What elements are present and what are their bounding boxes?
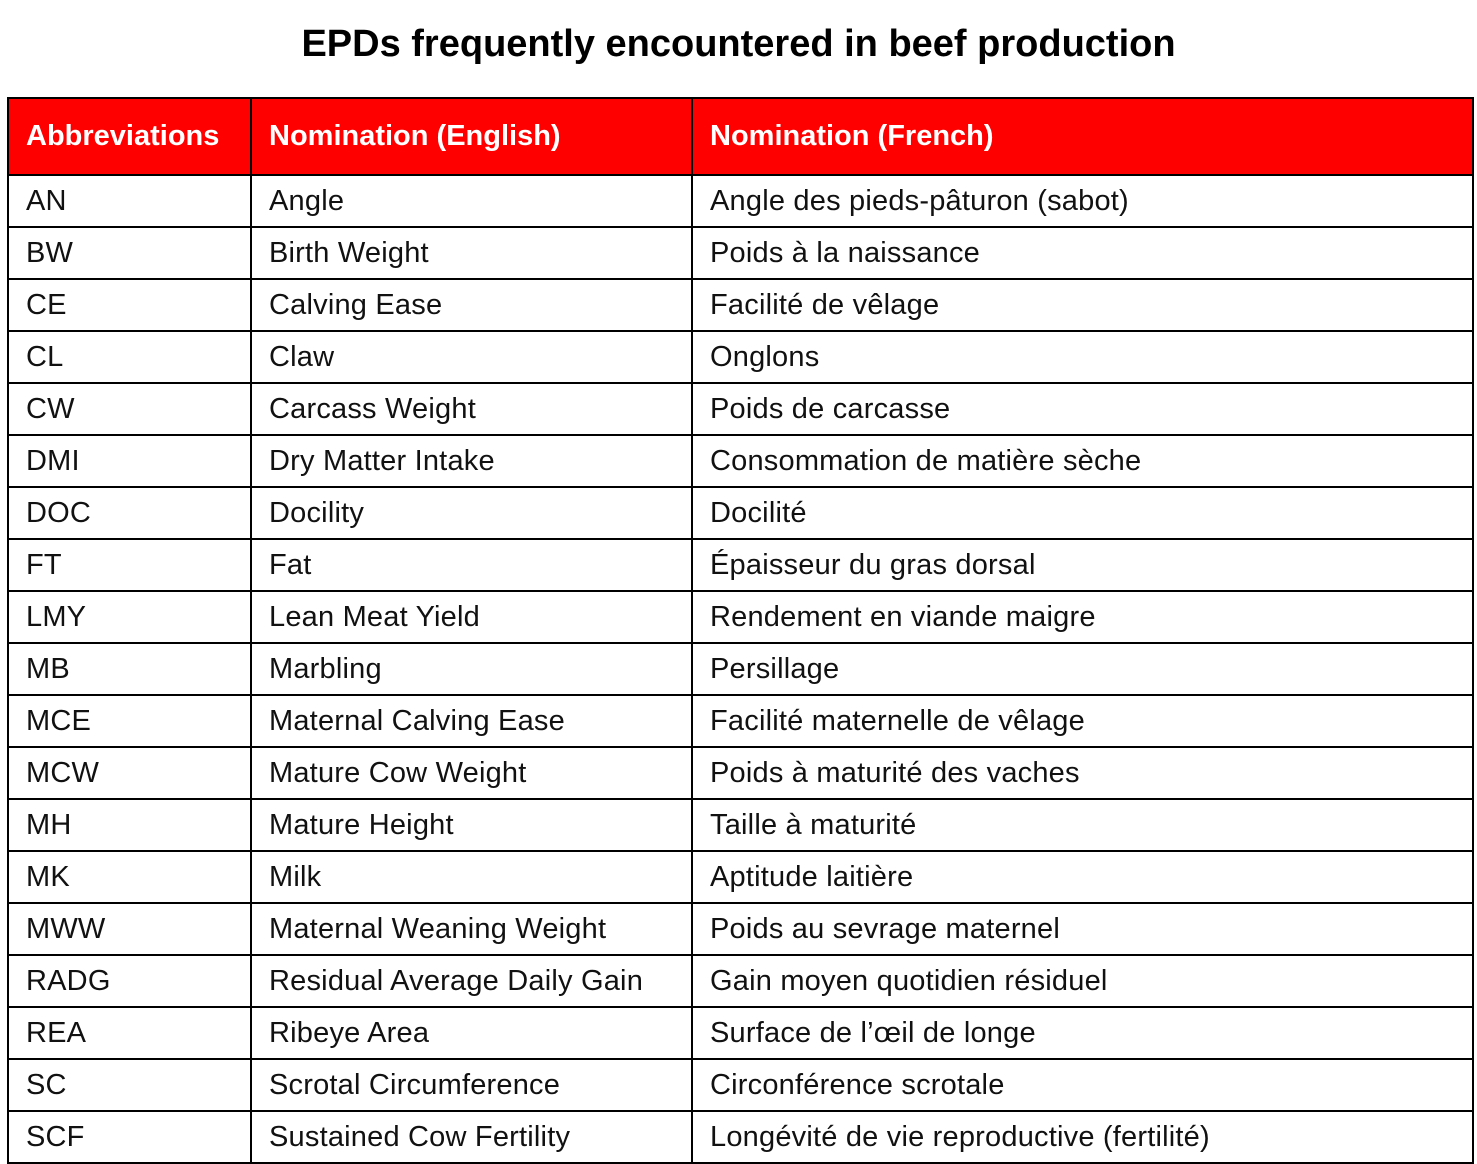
cell-english: Mature Cow Weight (250, 746, 693, 800)
cell-english: Sustained Cow Fertility (250, 1110, 693, 1164)
cell-english: Docility (250, 486, 693, 540)
cell-abbreviation: MCW (7, 746, 252, 800)
cell-abbreviation: DMI (7, 434, 252, 488)
cell-english: Fat (250, 538, 693, 592)
cell-french: Longévité de vie reproductive (fertilité… (691, 1110, 1474, 1164)
table-row: CL Claw Onglons (7, 330, 1474, 384)
cell-french: Rendement en viande maigre (691, 590, 1474, 644)
table-row: SC Scrotal Circumference Circonférence scr… (7, 1058, 1474, 1112)
header-nomination-english: Nomination (English) (250, 97, 693, 176)
cell-abbreviation: LMY (7, 590, 252, 644)
cell-english: Calving Ease (250, 278, 693, 332)
table-row: SCF Sustained Cow Fertility Longévité de v… (7, 1110, 1474, 1164)
cell-french: Poids à la naissance (691, 226, 1474, 280)
cell-english: Angle (250, 174, 693, 228)
epd-table: Abbreviations Nomination (English) Nomin… (7, 97, 1474, 1164)
cell-english: Lean Meat Yield (250, 590, 693, 644)
cell-abbreviation: AN (7, 174, 252, 228)
cell-french: Facilité maternelle de vêlage (691, 694, 1474, 748)
cell-english: Scrotal Circumference (250, 1058, 693, 1112)
cell-french: Facilité de vêlage (691, 278, 1474, 332)
header-nomination-french: Nomination (French) (691, 97, 1474, 176)
cell-abbreviation: RADG (7, 954, 252, 1008)
cell-abbreviation: BW (7, 226, 252, 280)
page-title: EPDs frequently encountered in beef prod… (301, 23, 1176, 65)
table-row: FT Fat Épaisseur du gras dorsal (7, 538, 1474, 592)
table-row: MH Mature Height Taille à maturité (7, 798, 1474, 852)
table-body: AN Angle Angle des pieds-pâturon (sabot) BW… (7, 174, 1474, 1164)
cell-english: Birth Weight (250, 226, 693, 280)
cell-english: Claw (250, 330, 693, 384)
cell-french: Taille à maturité (691, 798, 1474, 852)
header-abbreviations: Abbreviations (7, 97, 252, 176)
table-row: CE Calving Ease Facilité de vêlage (7, 278, 1474, 332)
cell-abbreviation: SC (7, 1058, 252, 1112)
cell-abbreviation: DOC (7, 486, 252, 540)
cell-french: Onglons (691, 330, 1474, 384)
cell-abbreviation: MH (7, 798, 252, 852)
cell-french: Poids de carcasse (691, 382, 1474, 436)
cell-french: Poids à maturité des vaches (691, 746, 1474, 800)
header-row: Abbreviations Nomination (English) Nomin… (7, 97, 1474, 176)
cell-english: Maternal Calving Ease (250, 694, 693, 748)
cell-english: Carcass Weight (250, 382, 693, 436)
cell-english: Maternal Weaning Weight (250, 902, 693, 956)
cell-english: Residual Average Daily Gain (250, 954, 693, 1008)
cell-french: Angle des pieds-pâturon (sabot) (691, 174, 1474, 228)
table-row: BW Birth Weight Poids à la naissance (7, 226, 1474, 280)
table-row: CW Carcass Weight Poids de carcasse (7, 382, 1474, 436)
table-row: MCE Maternal Calving Ease Facilité materne… (7, 694, 1474, 748)
cell-french: Surface de l’œil de longe (691, 1006, 1474, 1060)
cell-abbreviation: SCF (7, 1110, 252, 1164)
cell-abbreviation: MK (7, 850, 252, 904)
cell-french: Aptitude laitière (691, 850, 1474, 904)
table-row: MWW Maternal Weaning Weight Poids au sevra… (7, 902, 1474, 956)
cell-abbreviation: CL (7, 330, 252, 384)
table-row: MB Marbling Persillage (7, 642, 1474, 696)
table-row: MK Milk Aptitude laitière (7, 850, 1474, 904)
cell-english: Mature Height (250, 798, 693, 852)
table-row: DMI Dry Matter Intake Consommation de mati… (7, 434, 1474, 488)
cell-abbreviation: MB (7, 642, 252, 696)
cell-french: Circonférence scrotale (691, 1058, 1474, 1112)
cell-abbreviation: MWW (7, 902, 252, 956)
cell-english: Marbling (250, 642, 693, 696)
table-row: LMY Lean Meat Yield Rendement en viande ma… (7, 590, 1474, 644)
table-row: MCW Mature Cow Weight Poids à maturité des… (7, 746, 1474, 800)
cell-abbreviation: FT (7, 538, 252, 592)
cell-english: Ribeye Area (250, 1006, 693, 1060)
table-header: Abbreviations Nomination (English) Nomin… (7, 97, 1474, 176)
cell-english: Dry Matter Intake (250, 434, 693, 488)
cell-abbreviation: MCE (7, 694, 252, 748)
cell-abbreviation: CW (7, 382, 252, 436)
cell-english: Milk (250, 850, 693, 904)
cell-french: Consommation de matière sèche (691, 434, 1474, 488)
table-row: RADG Residual Average Daily Gain Gain moye… (7, 954, 1474, 1008)
cell-french: Poids au sevrage maternel (691, 902, 1474, 956)
table-row: AN Angle Angle des pieds-pâturon (sabot) (7, 174, 1474, 228)
cell-french: Gain moyen quotidien résiduel (691, 954, 1474, 1008)
cell-abbreviation: REA (7, 1006, 252, 1060)
table-row: DOC Docility Docilité (7, 486, 1474, 540)
table-row: REA Ribeye Area Surface de l’œil de longe (7, 1006, 1474, 1060)
cell-french: Persillage (691, 642, 1474, 696)
cell-abbreviation: CE (7, 278, 252, 332)
cell-french: Docilité (691, 486, 1474, 540)
cell-french: Épaisseur du gras dorsal (691, 538, 1474, 592)
